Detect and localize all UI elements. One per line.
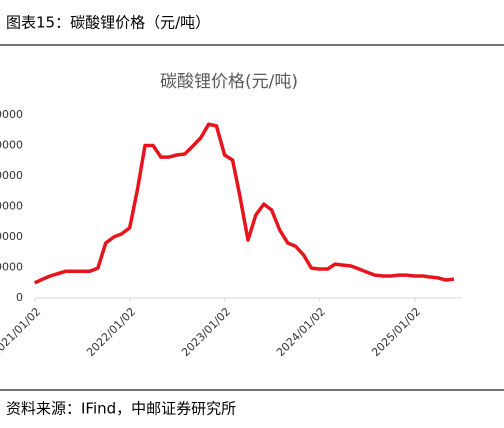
x-tick-label: 2021/01/02 — [0, 305, 43, 359]
y-tick-label: 600000 — [0, 108, 23, 121]
x-tick-label: 2025/01/02 — [369, 305, 423, 359]
y-tick-label: 200000 — [0, 230, 23, 243]
y-tick-label: 500000 — [0, 139, 23, 152]
y-tick-label: 300000 — [0, 200, 23, 213]
y-tick-label: 0 — [16, 291, 23, 304]
chart-title: 碳酸锂价格(元/吨) — [160, 72, 298, 92]
header-title: 图表15：碳酸锂价格（元/吨） — [6, 14, 210, 32]
x-tick-label: 2022/01/02 — [84, 305, 138, 359]
x-tick-label: 2023/01/02 — [179, 305, 233, 359]
y-tick-label: 400000 — [0, 169, 23, 182]
x-tick-label: 2024/01/02 — [274, 305, 328, 359]
y-tick-label: 100000 — [0, 261, 23, 274]
source: 资料来源：IFind，中邮证券研究所 — [6, 400, 236, 418]
price-line — [33, 122, 455, 285]
